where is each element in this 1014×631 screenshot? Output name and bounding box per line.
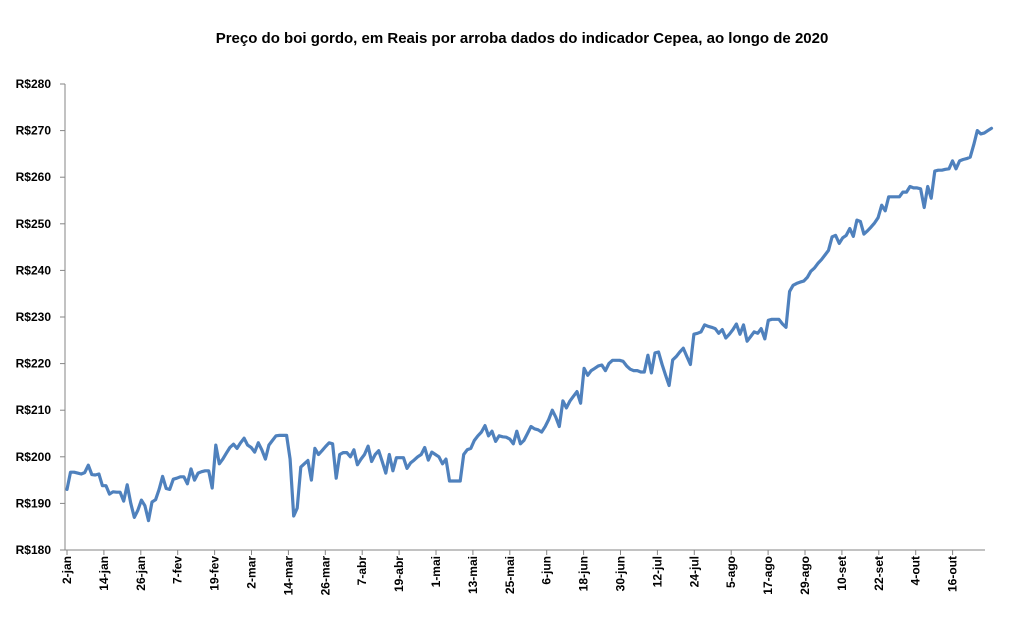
x-tick-label: 10-set bbox=[835, 556, 849, 591]
x-tick-label: 30-jun bbox=[614, 556, 628, 591]
y-tick-label: R$240 bbox=[16, 263, 52, 277]
x-tick-label: 29-ago bbox=[798, 556, 812, 595]
y-tick-label: R$230 bbox=[16, 310, 52, 324]
x-tick-label: 14-jan bbox=[97, 556, 111, 591]
x-axis-ticks: 2-jan 14-jan 26-jan 7-fev 19-fev 2-mar 14-mar 2… bbox=[60, 550, 960, 595]
x-tick-label: 2-mar bbox=[245, 556, 259, 589]
y-tick-label: R$190 bbox=[16, 496, 52, 510]
x-tick-label: 12-jul bbox=[650, 556, 664, 587]
x-tick-label: 25-mai bbox=[503, 556, 517, 594]
x-tick-label: 2-jan bbox=[60, 556, 74, 584]
x-tick-label: 24-jul bbox=[687, 556, 701, 587]
y-tick-label: R$200 bbox=[16, 450, 52, 464]
y-tick-label: R$220 bbox=[16, 357, 52, 371]
x-tick-label: 6-jun bbox=[540, 556, 554, 585]
y-tick-label: R$210 bbox=[16, 403, 52, 417]
x-tick-label: 7-fev bbox=[171, 556, 185, 584]
chart-title: Preço do boi gordo, em Reais por arroba … bbox=[215, 30, 829, 47]
x-tick-label: 22-set bbox=[872, 556, 886, 591]
y-tick-label: R$280 bbox=[16, 77, 52, 91]
x-tick-label: 14-mar bbox=[281, 556, 295, 596]
y-tick-label: R$260 bbox=[16, 170, 52, 184]
series-line bbox=[65, 126, 994, 523]
x-tick-label: 4-out bbox=[909, 556, 923, 585]
x-tick-label: 19-abr bbox=[392, 556, 406, 592]
y-tick-label: R$270 bbox=[16, 124, 52, 138]
x-tick-label: 5-ago bbox=[724, 556, 738, 588]
y-axis-ticks: R$180 R$190 R$200 R$210 R$220 R$230 R$240 R$250… bbox=[16, 77, 65, 557]
x-tick-label: 26-jan bbox=[134, 556, 148, 591]
x-tick-label: 17-ago bbox=[761, 556, 775, 595]
y-tick-label: R$180 bbox=[16, 543, 52, 557]
axes bbox=[64, 84, 985, 551]
x-tick-label: 13-mai bbox=[466, 556, 480, 594]
x-tick-label: 7-abr bbox=[355, 556, 369, 586]
x-tick-label: 1-mai bbox=[429, 556, 443, 587]
y-tick-label: R$250 bbox=[16, 217, 52, 231]
series-group bbox=[65, 126, 994, 523]
x-tick-label: 26-mar bbox=[318, 556, 332, 596]
x-tick-label: 18-jun bbox=[577, 556, 591, 591]
x-tick-label: 19-fev bbox=[208, 556, 222, 591]
x-tick-label: 16-out bbox=[946, 556, 960, 592]
